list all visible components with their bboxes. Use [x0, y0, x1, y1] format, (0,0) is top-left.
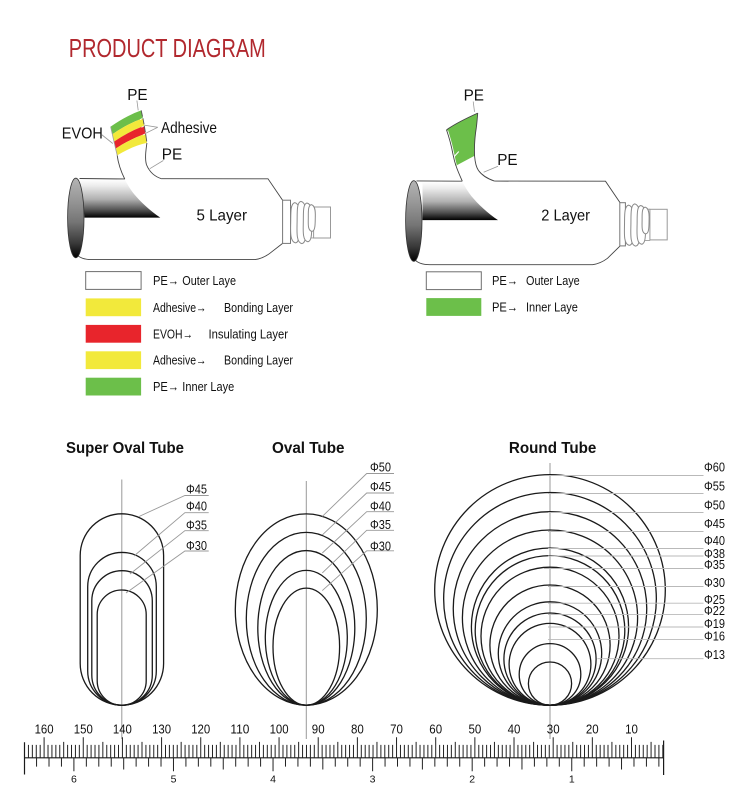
svg-text:Super Oval Tube: Super Oval Tube	[66, 440, 184, 457]
svg-text:PE: PE	[497, 152, 517, 169]
svg-text:Outer Laye: Outer Laye	[526, 273, 580, 288]
svg-text:PE→: PE→	[492, 300, 518, 315]
svg-text:70: 70	[390, 722, 403, 736]
svg-text:60: 60	[429, 722, 442, 736]
svg-text:Φ25: Φ25	[704, 592, 725, 607]
svg-text:Φ30: Φ30	[186, 538, 207, 553]
svg-text:Inner Laye: Inner Laye	[526, 300, 578, 315]
svg-text:30: 30	[547, 722, 560, 736]
svg-text:Adhesive: Adhesive	[161, 120, 217, 137]
svg-text:40: 40	[508, 722, 521, 736]
svg-text:Φ30: Φ30	[704, 575, 725, 590]
svg-text:Φ60: Φ60	[704, 460, 725, 475]
svg-text:90: 90	[312, 722, 325, 736]
svg-text:Φ22: Φ22	[704, 603, 725, 618]
svg-text:Insulating Layer: Insulating Layer	[209, 326, 289, 341]
svg-text:3: 3	[370, 773, 376, 785]
svg-text:20: 20	[586, 722, 599, 736]
svg-text:PE: PE	[127, 87, 147, 104]
svg-text:EVOH: EVOH	[62, 126, 103, 143]
svg-text:6: 6	[71, 773, 77, 785]
svg-text:140: 140	[113, 722, 132, 736]
svg-text:150: 150	[74, 722, 93, 736]
svg-text:Φ35: Φ35	[704, 557, 725, 572]
svg-text:PRODUCT DIAGRAM: PRODUCT DIAGRAM	[69, 33, 266, 63]
svg-text:Inner Laye: Inner Laye	[182, 379, 234, 394]
svg-text:50: 50	[469, 722, 482, 736]
svg-text:130: 130	[152, 722, 171, 736]
svg-text:100: 100	[270, 722, 289, 736]
svg-text:4: 4	[270, 773, 276, 785]
svg-text:Φ40: Φ40	[370, 498, 391, 513]
svg-text:2: 2	[469, 773, 475, 785]
svg-text:160: 160	[35, 722, 54, 736]
svg-text:Oval Tube: Oval Tube	[272, 440, 345, 457]
svg-text:PE: PE	[162, 146, 182, 163]
svg-text:Φ35: Φ35	[370, 517, 391, 532]
svg-text:120: 120	[191, 722, 210, 736]
svg-text:10: 10	[625, 722, 638, 736]
svg-text:PE: PE	[464, 87, 484, 104]
svg-text:Φ50: Φ50	[704, 498, 725, 513]
svg-text:Φ16: Φ16	[704, 629, 725, 644]
svg-text:Φ40: Φ40	[704, 533, 725, 548]
svg-text:Φ35: Φ35	[186, 517, 207, 532]
svg-text:110: 110	[230, 722, 249, 736]
svg-text:Φ30: Φ30	[370, 538, 391, 553]
svg-text:5: 5	[171, 773, 177, 785]
svg-text:Φ19: Φ19	[704, 616, 725, 631]
svg-text:Φ45: Φ45	[370, 479, 391, 494]
svg-text:Bonding Layer: Bonding Layer	[224, 300, 294, 315]
svg-text:Φ38: Φ38	[704, 546, 725, 561]
svg-text:Φ45: Φ45	[186, 481, 207, 496]
svg-text:PE→: PE→	[153, 379, 179, 394]
svg-text:PE→: PE→	[153, 273, 179, 288]
svg-text:Bonding Layer: Bonding Layer	[224, 353, 294, 368]
svg-text:PE→: PE→	[492, 273, 518, 288]
svg-text:5 Layer: 5 Layer	[197, 208, 248, 225]
svg-text:Φ45: Φ45	[704, 516, 725, 531]
svg-text:EVOH→: EVOH→	[153, 326, 193, 341]
svg-text:1: 1	[569, 773, 575, 785]
svg-text:Φ40: Φ40	[186, 499, 207, 514]
svg-text:Adhesive→: Adhesive→	[153, 300, 207, 315]
svg-text:80: 80	[351, 722, 364, 736]
svg-text:Φ50: Φ50	[370, 460, 391, 475]
svg-text:Adhesive→: Adhesive→	[153, 353, 207, 368]
svg-text:Φ13: Φ13	[704, 647, 725, 662]
svg-text:Round Tube: Round Tube	[509, 440, 597, 457]
svg-text:Φ55: Φ55	[704, 479, 725, 494]
svg-text:Outer Laye: Outer Laye	[182, 273, 236, 288]
svg-text:2 Layer: 2 Layer	[541, 207, 590, 224]
